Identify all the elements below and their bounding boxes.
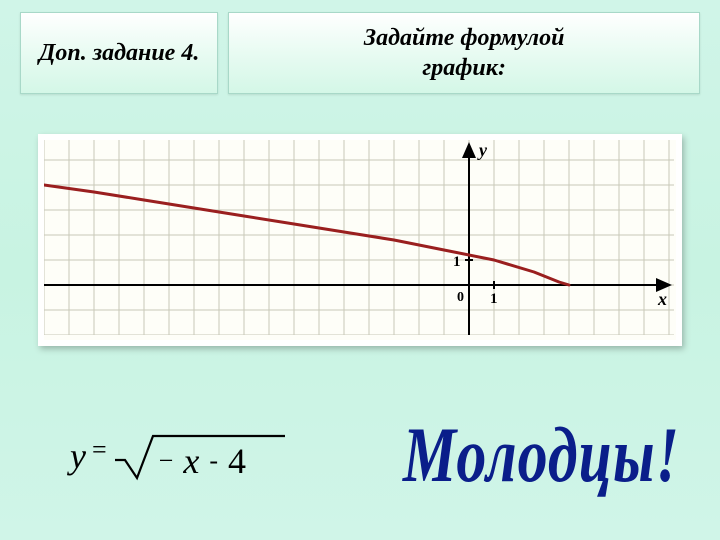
formula-x: x — [183, 440, 199, 482]
formula-four: 4 — [228, 440, 246, 482]
svg-text:y: y — [477, 140, 488, 160]
chart-svg: 0 1 1 x y — [44, 140, 674, 335]
bottom-row: y = − x - 4 Молодцы! — [0, 421, 720, 490]
chart-container: 0 1 1 x y — [38, 134, 682, 346]
formula: y = − x - 4 — [70, 430, 288, 482]
header-row: Доп. задание 4. Задайте формулой график: — [0, 0, 720, 94]
congrats-text: Молодцы! — [403, 411, 680, 501]
sqrt-wrap: − x - 4 — [113, 430, 288, 482]
radicand: − x - 4 — [159, 440, 246, 482]
svg-text:x: x — [657, 289, 667, 309]
chart-inner: 0 1 1 x y — [44, 140, 676, 340]
svg-text:0: 0 — [457, 290, 464, 305]
task-prompt-line2: график: — [247, 53, 681, 83]
task-number-box: Доп. задание 4. — [20, 12, 218, 94]
formula-y: y — [70, 435, 86, 477]
formula-neg: − — [159, 446, 174, 476]
formula-minus: - — [209, 446, 218, 476]
task-number-text: Доп. задание 4. — [39, 40, 199, 67]
svg-text:1: 1 — [490, 291, 498, 307]
task-prompt-box: Задайте формулой график: — [228, 12, 700, 94]
formula-eq: = — [92, 435, 107, 465]
svg-text:1: 1 — [453, 254, 461, 270]
task-prompt-line1: Задайте формулой — [247, 23, 681, 53]
